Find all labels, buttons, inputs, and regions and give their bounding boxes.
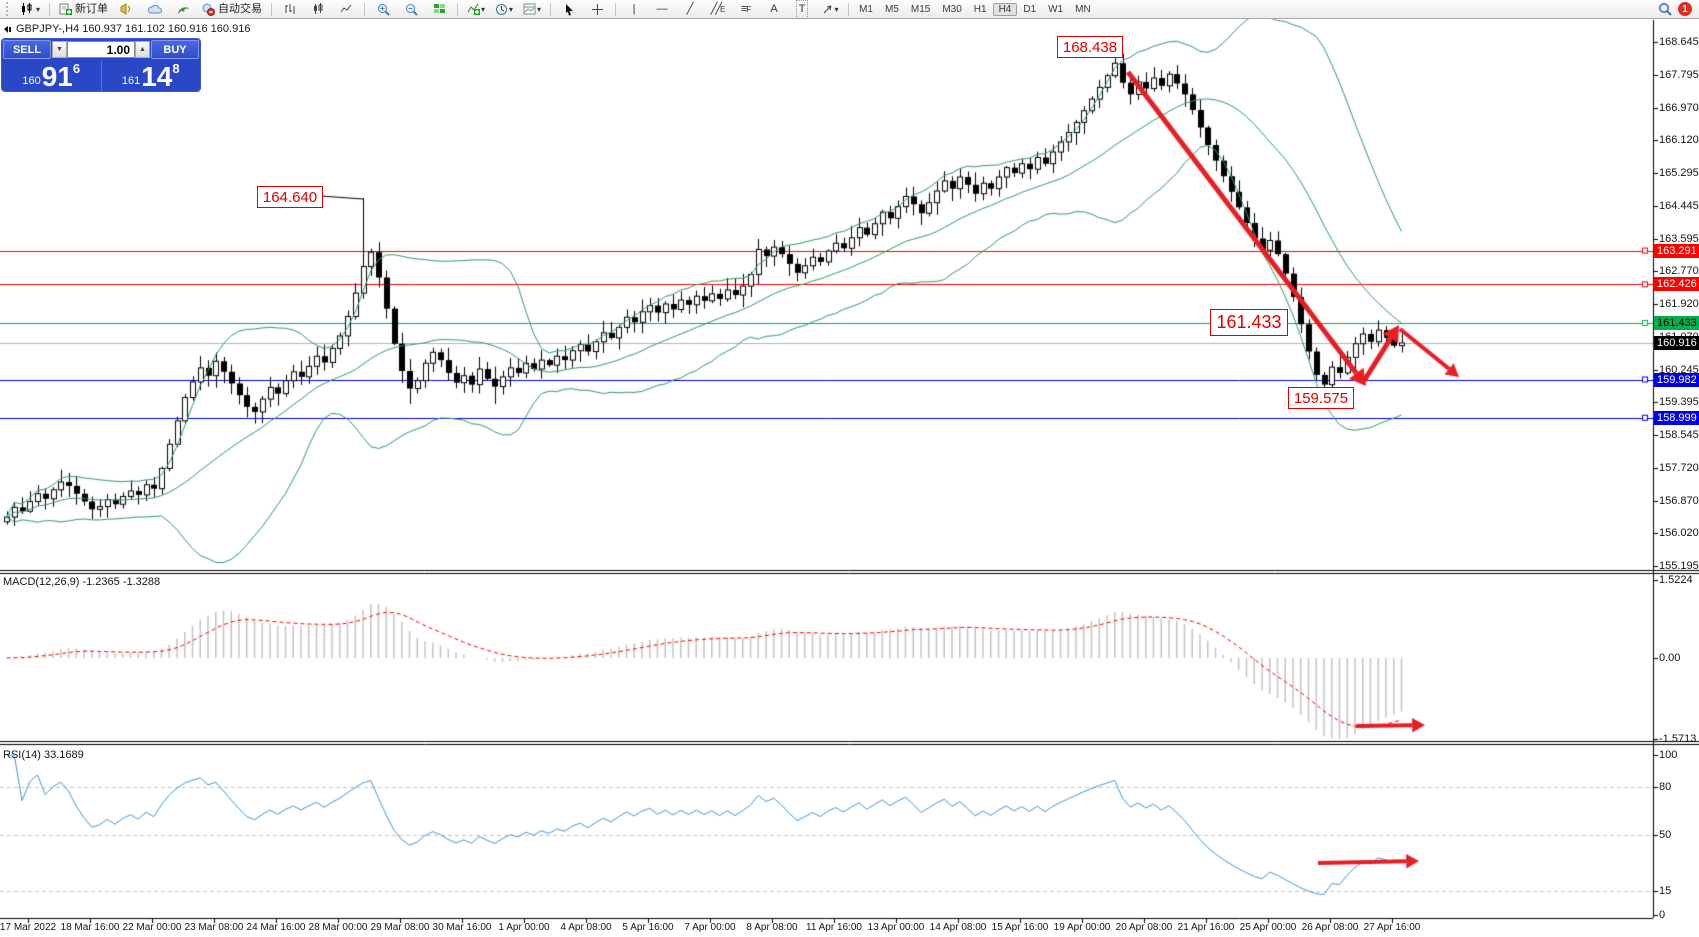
price-annotation-label[interactable]: 164.640 (257, 186, 323, 208)
vertical-line-tool-icon[interactable]: | (632, 2, 636, 15)
notification-badge[interactable]: 1 (1678, 2, 1692, 16)
toolbar-grip[interactable] (6, 2, 12, 16)
line-chart-mode-icon[interactable] (333, 0, 359, 19)
toolbar-separator (364, 2, 366, 16)
volume-decrease-button[interactable]: ▼ (52, 41, 67, 58)
sell-price-prefix: 160 (22, 75, 41, 87)
timeframe-button-d1[interactable]: D1 (1023, 3, 1037, 15)
buy-price-prefix: 161 (121, 75, 141, 87)
channel-tool-icon[interactable]: ╱╱ E (710, 2, 726, 15)
crosshair-tool-icon[interactable] (584, 0, 610, 19)
zoom-out-icon[interactable] (398, 0, 424, 19)
toolbar-separator (457, 2, 459, 16)
auto-trading-icon (202, 3, 216, 16)
rsi-label: RSI(14) 33.1689 (3, 749, 84, 761)
sell-price-pip: 6 (72, 61, 81, 76)
cloud-icon[interactable] (142, 0, 168, 19)
fibonacci-tool-icon[interactable]: ≡ F (740, 2, 752, 15)
buy-button[interactable]: BUY (151, 40, 199, 59)
volume-increase-button[interactable]: ▲ (135, 41, 150, 58)
price-annotation-label[interactable]: 168.438 (1057, 36, 1123, 58)
new-order-icon (59, 3, 73, 15)
timeframe-button-m30[interactable]: M30 (942, 3, 962, 15)
price-annotation-label[interactable]: 161.433 (1210, 309, 1288, 336)
timeframe-button-h4[interactable]: H4 (992, 2, 1018, 16)
search-icon[interactable] (1658, 2, 1672, 16)
toolbar-separator (615, 2, 617, 16)
templates-icon[interactable]: ▾ (519, 0, 545, 19)
one-click-trading-panel: SELL ▼ 1.00 ▲ BUY 160 91 6 161 14 8 (2, 39, 200, 91)
trendline-tool-icon[interactable]: ╱ (686, 2, 694, 15)
sell-price[interactable]: 160 91 6 (2, 60, 101, 91)
indicators-icon[interactable]: ▾ (463, 0, 489, 19)
chart-symbol-icon (4, 26, 11, 33)
horizontal-line-tool-icon[interactable]: — (656, 2, 668, 15)
timeframe-button-m15[interactable]: M15 (910, 3, 931, 15)
zoom-in-icon[interactable] (370, 0, 396, 19)
sell-price-big: 91 (41, 61, 73, 91)
buy-price-pip: 8 (172, 61, 180, 76)
auto-trading-button[interactable]: 自动交易 (198, 0, 266, 19)
periods-icon[interactable]: ▾ (491, 0, 517, 19)
toolbar-right: 1 (1658, 2, 1696, 16)
new-order-button[interactable]: 新订单 (55, 0, 112, 19)
candlestick-chart-icon (22, 3, 32, 15)
arrows-tool-icon[interactable]: ▾ (817, 0, 843, 19)
toolbar-separator (550, 2, 552, 16)
sell-button[interactable]: SELL (3, 40, 51, 59)
alerts-icon[interactable] (114, 0, 140, 19)
timeframe-button-mn[interactable]: MN (1075, 3, 1091, 15)
timeframe-button-w1[interactable]: W1 (1048, 3, 1064, 15)
auto-trading-label: 自动交易 (218, 2, 263, 15)
new-chart-icon[interactable]: ▾ (16, 0, 44, 19)
macd-label: MACD(12,26,9) -1.2365 -1.3288 (3, 576, 161, 588)
timeframe-group: M1 M5 M15 M30 H1 H4 D1 W1 MN (853, 2, 1097, 16)
buy-price[interactable]: 161 14 8 (100, 60, 201, 91)
tile-windows-icon[interactable] (426, 0, 452, 19)
text-label-tool-icon[interactable]: T (789, 0, 815, 19)
toolbar: ▾ 新订单 自动交易 (0, 0, 1699, 19)
bar-chart-mode-icon[interactable] (277, 0, 303, 19)
timeframe-button-m5[interactable]: M5 (884, 3, 899, 15)
toolbar-separator (49, 2, 51, 16)
new-order-label: 新订单 (75, 2, 109, 15)
cursor-tool-icon[interactable] (556, 0, 582, 19)
signal-icon[interactable] (170, 0, 196, 19)
text-tool-icon[interactable]: A (770, 2, 778, 15)
candle-chart-mode-icon[interactable] (305, 0, 331, 19)
price-annotation-label[interactable]: 159.575 (1288, 387, 1354, 409)
timeframe-button-m1[interactable]: M1 (859, 3, 873, 15)
volume-input[interactable]: 1.00 (67, 41, 135, 58)
buy-price-big: 14 (141, 61, 173, 91)
chart-title: GBPJPY-,H4 160.937 161.102 160.916 160.9… (16, 23, 251, 35)
toolbar-separator (271, 2, 273, 16)
timeframe-button-h1[interactable]: H1 (973, 3, 987, 15)
toolbar-separator (848, 2, 850, 16)
